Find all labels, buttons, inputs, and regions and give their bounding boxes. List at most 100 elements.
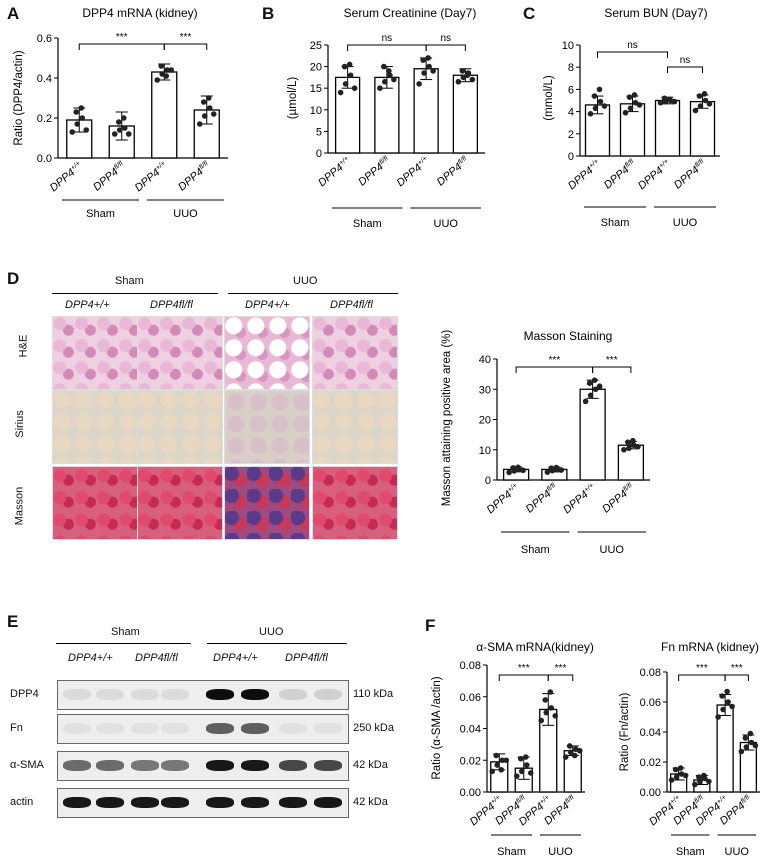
blot-band (241, 723, 269, 734)
blot-band (314, 797, 342, 808)
data-point-F2-1 (697, 778, 703, 785)
data-point-B-0 (346, 61, 353, 68)
x-tick-label-D-1: DPP4fl/fl (524, 482, 561, 516)
data-point-D-0 (506, 469, 512, 476)
data-point-A-0 (79, 115, 86, 121)
data-point-C-1 (631, 92, 638, 98)
data-point-C-0 (591, 93, 598, 99)
data-point-A-2 (158, 63, 165, 69)
data-point-B-2 (425, 55, 431, 61)
group-label-D: UUO (600, 544, 625, 556)
y-tick-label-B: 0 (316, 148, 322, 160)
data-point-B-3 (464, 72, 471, 79)
data-point-F2-2 (719, 693, 725, 699)
data-point-C-1 (627, 105, 634, 112)
group-label-A: UUO (173, 208, 198, 220)
data-point-B-3 (459, 68, 466, 74)
y-tick-label-C: 0 (568, 151, 574, 163)
data-point-F1-3 (562, 754, 569, 760)
y-tick-label-F2: 0.02 (640, 757, 661, 769)
blot-band (131, 723, 159, 734)
sig-label-A: *** (116, 32, 128, 43)
histo-row-he: H&E (17, 334, 30, 358)
y-tick-label-B: 5 (316, 126, 322, 138)
histo-group-uuo: UUO (293, 275, 318, 287)
y-tick-label-F1: 0.02 (460, 755, 481, 767)
y-tick-label-B: 15 (310, 83, 322, 95)
blot-band (279, 689, 307, 700)
y-tick-label-A: 0.0 (37, 153, 52, 165)
bar-B-2 (413, 68, 439, 154)
bar-D-2 (579, 388, 606, 481)
data-point-A-2 (164, 67, 171, 73)
data-point-F1-1 (522, 754, 529, 760)
blot-band (63, 760, 91, 771)
data-point-A-2 (163, 73, 170, 79)
blot-size-label: 42 kDa (353, 759, 388, 771)
wb-lane-2: DPP4fl/fl (135, 652, 178, 664)
chart-title-D: Masson Staining (524, 329, 613, 343)
micrograph-image (224, 390, 310, 464)
y-tick-label-B: 25 (310, 40, 322, 52)
data-point-F2-0 (677, 765, 684, 771)
y-tick-label-F1: 0.00 (460, 787, 481, 799)
data-point-D-2 (582, 398, 589, 405)
blot-band (96, 723, 124, 734)
y-axis-label-F2: Ratio (Fn/actin) (619, 693, 631, 772)
data-point-D-3 (630, 437, 636, 444)
data-point-A-0 (83, 127, 90, 133)
data-point-F1-2 (538, 717, 545, 724)
y-tick-label-F2: 0.06 (640, 697, 661, 709)
y-tick-label-D: 20 (479, 415, 491, 427)
sig-bracket-C (667, 66, 703, 73)
blot-band (206, 723, 234, 734)
blot-band (63, 723, 91, 734)
y-tick-label-A: 0.2 (37, 113, 52, 125)
data-point-F2-3 (748, 739, 755, 746)
data-point-F2-0 (682, 772, 689, 779)
blot-band (63, 689, 91, 700)
sig-bracket-F1 (498, 674, 549, 681)
data-point-F2-3 (742, 735, 749, 741)
data-point-F2-2 (715, 714, 721, 720)
data-point-C-1 (626, 94, 633, 100)
y-axis-label-B: (µmol/L) (287, 77, 299, 120)
data-point-B-1 (391, 76, 397, 83)
data-point-F1-1 (523, 762, 530, 768)
data-point-B-3 (469, 76, 476, 83)
blot-size-label: 42 kDa (353, 796, 388, 808)
data-point-C-1 (636, 102, 643, 108)
data-point-F1-0 (493, 752, 500, 759)
group-label-F2: Sham (676, 846, 705, 858)
data-point-C-3 (706, 101, 713, 107)
data-point-A-0 (69, 129, 76, 135)
data-point-A-1 (120, 115, 127, 121)
data-point-F1-0 (494, 762, 501, 768)
data-point-C-0 (601, 103, 608, 109)
data-point-A-0 (73, 109, 80, 115)
micrograph-image (312, 466, 398, 540)
data-point-D-3 (626, 445, 632, 452)
data-point-B-1 (382, 78, 388, 85)
chart-title-B: Serum Creatinine (Day7) (344, 6, 477, 20)
blot-band (206, 797, 234, 808)
micrograph-image (224, 316, 310, 390)
data-point-A-1 (125, 131, 132, 137)
data-point-C-3 (696, 93, 703, 99)
sig-label-C: ns (627, 40, 638, 51)
micrograph-image (224, 466, 310, 540)
group-label-B: Sham (353, 218, 382, 230)
sig-bracket-F2 (678, 674, 726, 681)
sig-label-A: *** (180, 32, 192, 43)
blot-band (279, 760, 307, 771)
blot-strip (57, 751, 349, 781)
blot-band (131, 760, 159, 771)
blot-band (161, 760, 189, 771)
micrograph-image (52, 316, 138, 390)
wb-group-sham: Sham (111, 626, 140, 638)
y-tick-label-F2: 0.08 (640, 667, 661, 679)
y-tick-label-C: 2 (568, 129, 574, 141)
data-point-C-3 (697, 103, 704, 109)
group-label-F1: Sham (497, 846, 526, 858)
y-tick-label-C: 4 (568, 107, 574, 119)
